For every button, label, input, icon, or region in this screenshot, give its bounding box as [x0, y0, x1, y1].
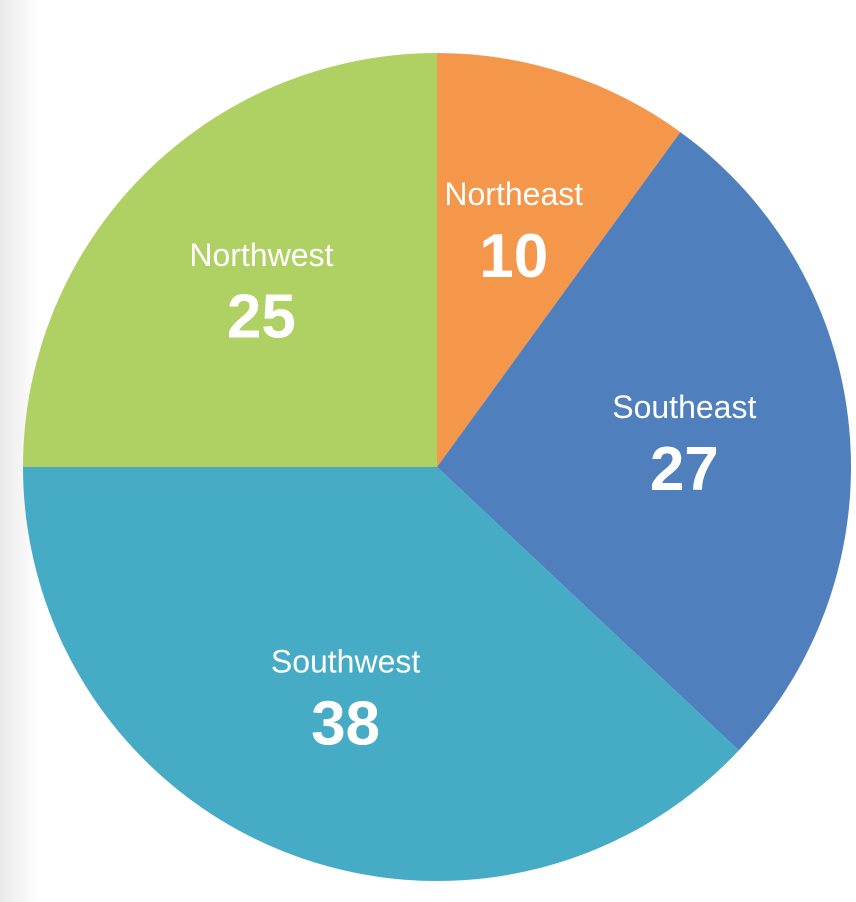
slice-value: 27	[650, 435, 719, 504]
pie-slice	[437, 53, 681, 467]
slice-value: 25	[227, 283, 296, 352]
slice-value: 38	[311, 689, 380, 758]
pie-slice	[23, 53, 437, 467]
slice-name: Southwest	[271, 643, 421, 679]
slice-value: 10	[479, 222, 548, 291]
slice-name: Northeast	[444, 176, 583, 212]
slice-name: Northwest	[189, 237, 333, 273]
pie-slice	[437, 132, 852, 751]
pie-slice	[23, 467, 739, 881]
slice-name: Southeast	[612, 389, 756, 425]
